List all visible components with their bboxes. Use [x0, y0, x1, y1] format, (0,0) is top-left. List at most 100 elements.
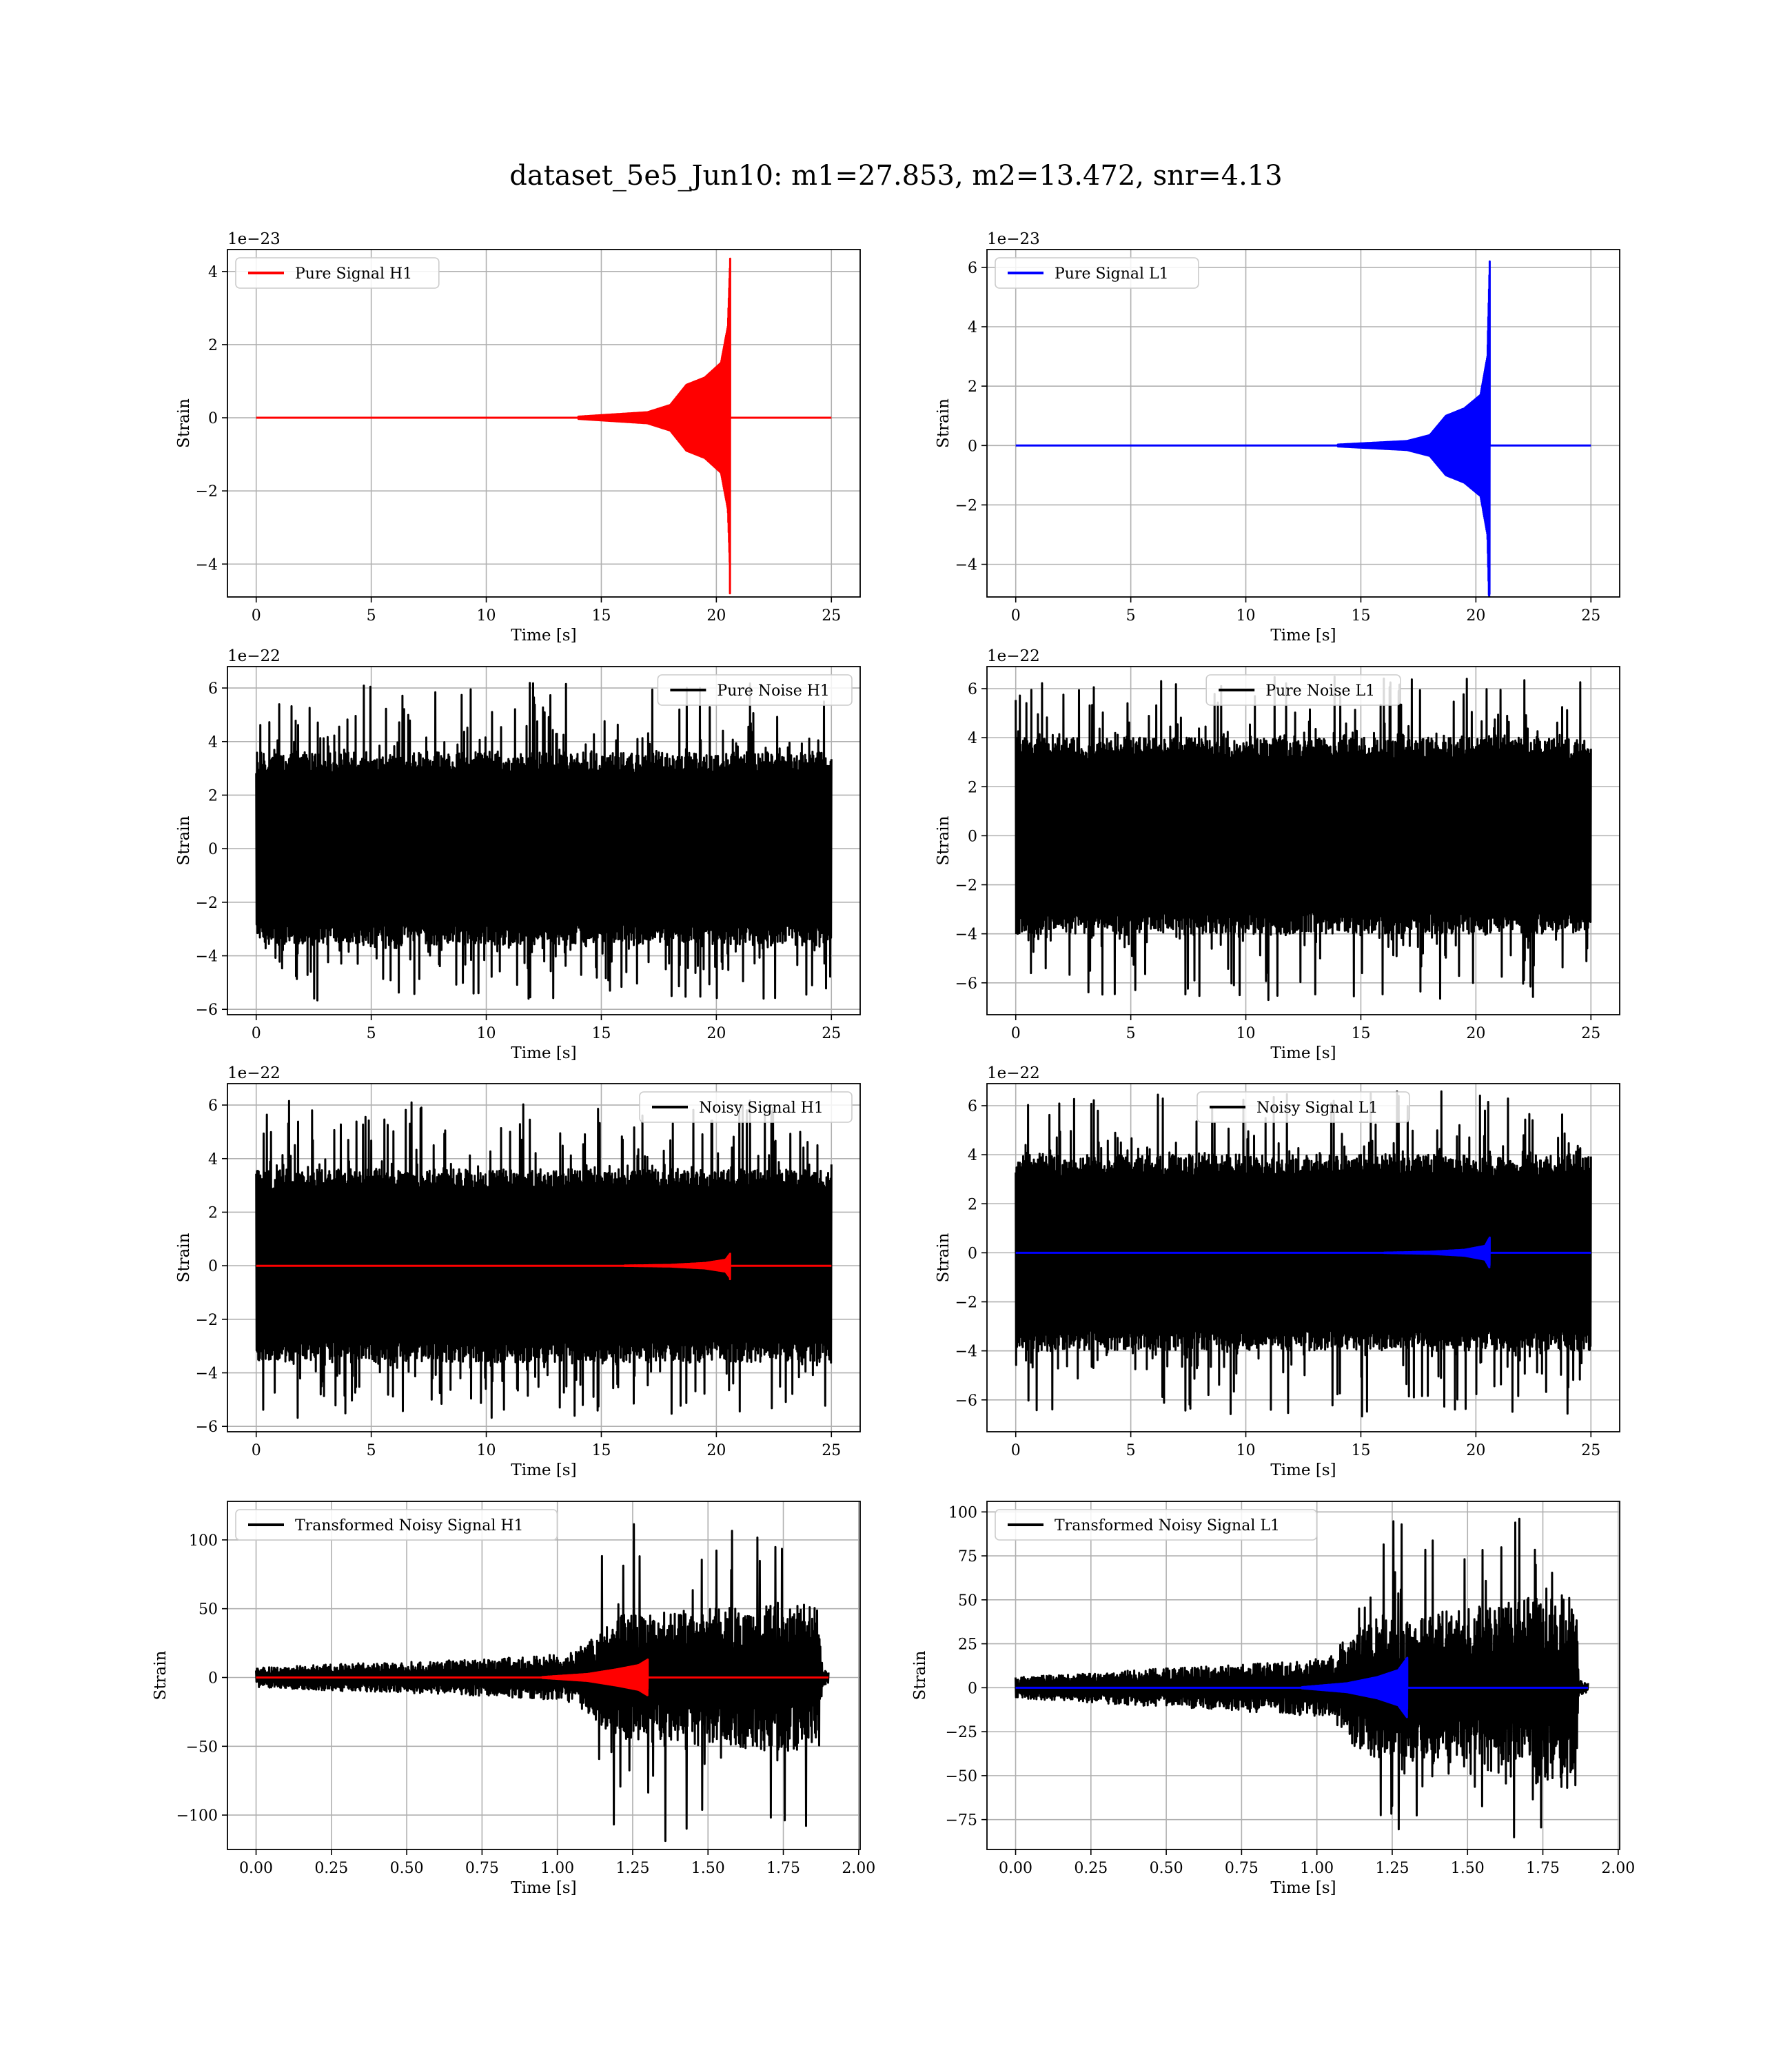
subplot-noisy-signal-l1: 0 5 10 15 20 25 −6 −4 −2 0 2 4 6 Time [s] Strain 1e−22 N… [935, 1064, 1620, 1479]
x-tick-label: 5 [1126, 1442, 1136, 1459]
y-tick-label: −75 [946, 1812, 977, 1829]
x-tick-label: 20 [1466, 1025, 1485, 1042]
y-tick-label: −100 [176, 1807, 218, 1825]
x-tick-label: 25 [1581, 1025, 1600, 1042]
x-tick-label: 25 [822, 1442, 841, 1459]
y-tick-label: −4 [955, 1344, 977, 1361]
axes-frame [227, 1501, 861, 1850]
legend: Pure Signal H1 [235, 257, 440, 289]
legend-label: Transformed Noisy Signal L1 [1055, 1517, 1280, 1534]
y-tick-label: 0 [968, 1680, 977, 1697]
x-tick-label: 10 [477, 1442, 496, 1459]
x-tick-label: 15 [591, 1025, 611, 1042]
plot-area [1015, 1090, 1592, 1418]
legend: Noisy Signal L1 [1197, 1091, 1410, 1123]
x-tick-label: 5 [367, 1025, 376, 1042]
y-tick-label: −6 [196, 1002, 218, 1019]
y-tick-label: 75 [958, 1548, 977, 1565]
x-tick-label: 20 [1466, 607, 1485, 625]
axes-frame [227, 1083, 861, 1432]
x-tick-label: 0.00 [999, 1860, 1032, 1877]
y-tick-label: 100 [189, 1532, 218, 1550]
x-tick-label: 0.00 [239, 1860, 273, 1877]
axis-offset-label: 1e−22 [227, 1064, 281, 1082]
series-line [1015, 1090, 1592, 1418]
x-tick-label: 25 [822, 1025, 841, 1042]
plot-area [1015, 260, 1591, 597]
y-tick-label: 4 [208, 264, 218, 281]
x-tick-label: 1.50 [691, 1860, 725, 1877]
x-tick-label: 0.75 [1225, 1860, 1259, 1877]
x-tick-label: 0 [1011, 607, 1021, 625]
y-tick-label: −2 [196, 895, 218, 912]
x-axis-label: Time [s] [1270, 1461, 1336, 1479]
x-tick-label: 20 [1466, 1442, 1485, 1459]
x-axis-label: Time [s] [1270, 1879, 1336, 1897]
y-tick-label: −6 [196, 1419, 218, 1436]
plot-area [1015, 1517, 1589, 1838]
y-tick-label: 2 [968, 779, 977, 796]
x-tick-label: 0.50 [390, 1860, 424, 1877]
x-tick-label: 10 [1236, 607, 1256, 625]
y-tick-label: −2 [955, 497, 977, 514]
legend-label: Noisy Signal H1 [699, 1099, 824, 1117]
y-tick-label: −2 [196, 483, 218, 500]
y-axis-label: Strain [911, 1650, 929, 1700]
y-tick-label: −4 [955, 557, 977, 574]
y-tick-label: 0 [208, 410, 218, 427]
y-tick-label: 0 [968, 438, 977, 455]
y-tick-label: −50 [946, 1768, 977, 1785]
subplot-pure-noise-h1: 0 5 10 15 20 25 −6 −4 −2 0 2 4 6 Time [s] Strain 1e−22 P… [175, 647, 861, 1062]
axes-frame [986, 666, 1620, 1015]
x-tick-label: 25 [1581, 607, 1600, 625]
subplot-pure-noise-l1: 0 5 10 15 20 25 −6 −4 −2 0 2 4 6 Time [s] Strain 1e−22 P… [935, 647, 1620, 1062]
y-tick-label: −4 [955, 926, 977, 944]
series-line [1015, 1236, 1591, 1268]
y-tick-label: 2 [208, 337, 218, 354]
x-tick-label: 1.50 [1451, 1860, 1485, 1877]
y-tick-label: 2 [968, 378, 977, 396]
y-tick-label: 50 [198, 1601, 218, 1619]
y-tick-label: 4 [968, 1147, 977, 1164]
legend-label: Pure Signal L1 [1055, 265, 1169, 283]
y-tick-label: 0 [208, 841, 218, 858]
legend-label: Pure Signal H1 [295, 265, 412, 283]
series-line [255, 682, 833, 1002]
legend: Pure Noise L1 [1205, 674, 1401, 706]
legend-box [639, 1091, 853, 1123]
axes-frame [227, 249, 861, 598]
x-axis-label: Time [s] [511, 1461, 576, 1479]
figure-title: dataset_5e5_Jun10: m1=27.853, m2=13.472,… [509, 160, 1282, 192]
legend-box [657, 674, 853, 706]
axis-offset-label: 1e−22 [987, 647, 1040, 665]
x-tick-label: 20 [706, 1025, 726, 1042]
legend-box [235, 257, 440, 289]
x-tick-label: 0 [252, 607, 261, 625]
y-tick-label: 2 [208, 787, 218, 804]
y-tick-label: −6 [955, 1392, 977, 1410]
x-tick-label: 1.25 [1375, 1860, 1409, 1877]
series-line [255, 1523, 830, 1843]
x-tick-label: 5 [1126, 607, 1136, 625]
y-tick-label: 6 [208, 1097, 218, 1115]
plot-area [1015, 676, 1592, 1002]
x-tick-label: 15 [591, 1442, 611, 1459]
axis-offset-label: 1e−23 [987, 230, 1040, 248]
x-tick-label: 20 [706, 607, 726, 625]
legend-label: Pure Noise L1 [1265, 682, 1375, 700]
x-tick-label: 10 [1236, 1025, 1256, 1042]
plot-area [255, 1523, 830, 1843]
x-tick-label: 20 [706, 1442, 726, 1459]
x-tick-label: 0 [252, 1025, 261, 1042]
axes-frame [986, 249, 1620, 598]
y-tick-label: −50 [186, 1738, 218, 1756]
y-axis-label: Strain [152, 1650, 170, 1700]
y-tick-label: −6 [955, 975, 977, 993]
y-tick-label: 0 [968, 1245, 977, 1262]
legend-label: Transformed Noisy Signal H1 [295, 1517, 524, 1534]
series-line [255, 1099, 833, 1419]
x-tick-label: 10 [477, 607, 496, 625]
x-tick-label: 0 [1011, 1442, 1021, 1459]
y-tick-label: 6 [208, 680, 218, 698]
